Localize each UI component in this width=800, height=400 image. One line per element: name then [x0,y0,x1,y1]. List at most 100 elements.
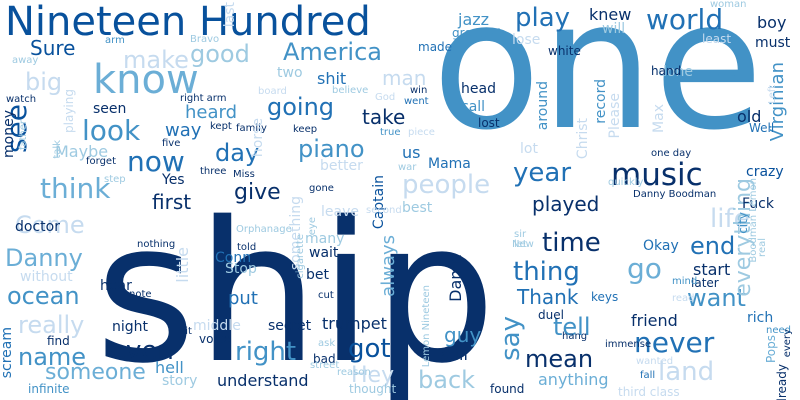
cloud-word: played [532,192,600,216]
cloud-word: street [310,360,340,371]
cloud-word: anything [538,370,609,389]
cloud-word: know [93,57,199,103]
cloud-word: Okay [643,238,679,254]
cloud-word: father [18,120,29,151]
cloud-word: America [283,38,382,66]
cloud-word: give [234,180,281,205]
cloud-word: year [513,158,572,188]
cloud-word: kept [210,121,232,132]
cloud-word: God [375,92,396,103]
cloud-word: tell [553,313,591,341]
cloud-word: story [162,373,198,389]
cloud-word: born [704,70,736,86]
cloud-word: people [402,170,491,200]
cloud-word: need [766,325,791,336]
cloud-word: Max [651,104,667,133]
cloud-word: Captain [371,175,387,230]
cloud-word: third class [618,385,680,399]
cloud-word: three [200,166,227,177]
cloud-word: gone [309,183,334,194]
cloud-word: woman [710,0,747,10]
cloud-word: eye [307,217,318,236]
cloud-word: look [82,114,141,147]
cloud-word: time [542,228,601,258]
cloud-word: family [236,123,267,134]
cloud-word: day [215,139,260,167]
cloud-word: trumpet [322,314,387,333]
cloud-word: go [627,252,662,285]
cloud-word: land [658,357,715,387]
cloud-word: say [496,316,526,361]
cloud-word: head [461,81,496,97]
cloud-word: read [672,293,695,304]
cloud-word: middle [193,318,241,334]
cloud-word: really [18,311,85,339]
cloud-word: us [402,143,421,162]
cloud-word: life [710,204,750,234]
cloud-word: best [402,200,433,216]
cloud-word: play [515,3,571,33]
cloud-word: big [25,68,63,96]
cloud-word: lose [512,32,541,48]
cloud-word: money [1,110,17,158]
cloud-word: let [514,239,527,250]
cloud-word: ask [318,338,336,349]
cloud-word: mean [525,345,594,373]
cloud-word: found [490,382,525,396]
cloud-word: understand [217,371,309,390]
cloud-word: back [418,366,476,394]
cloud-word: quickly [608,177,644,188]
cloud-word: good [190,40,250,68]
cloud-word: told [237,242,257,253]
cloud-word: already [775,364,789,400]
cloud-word: Bravo [190,34,220,45]
cloud-word: talk [52,140,63,159]
cloud-word: Come [15,211,85,239]
cloud-word: bet [306,267,329,283]
cloud-word: Yes [162,172,185,188]
cloud-word: little [173,247,192,283]
cloud-word: old [737,107,762,126]
cloud-word: true [380,127,401,138]
cloud-word: board [258,86,287,97]
cloud-word: take [362,105,406,129]
cloud-word: Hey [351,363,395,388]
cloud-word: will [602,21,626,37]
cloud-word: ship [95,180,497,400]
cloud-word: Boodman Lemon [748,178,759,263]
cloud-word: secret [268,318,312,334]
cloud-word: cigarette [295,234,306,279]
cloud-word: win [410,85,428,96]
cloud-word: note [129,289,152,300]
cloud-word: think [40,172,111,205]
cloud-word: playing [62,89,76,133]
cloud-word: duel [538,308,564,322]
cloud-word: Danny [5,244,83,272]
cloud-word: sir [514,229,527,240]
cloud-word: night [112,319,149,335]
cloud-word: believe [332,85,369,96]
cloud-word: around [535,81,551,131]
cloud-word: put [228,288,258,309]
cloud-word: five [162,138,181,149]
cloud-word: never [634,326,715,359]
cloud-word: ocean [7,282,80,310]
cloud-word: two [277,65,303,81]
cloud-word: later [691,276,719,290]
cloud-word: always [378,235,399,297]
cloud-word: New [512,239,534,250]
cloud-word: keys [591,290,619,304]
cloud-word: went [404,96,429,107]
cloud-word: hear [100,278,132,294]
cloud-word: Thank [517,285,579,309]
cloud-word: right [235,337,297,367]
cloud-word: hang [562,331,588,342]
cloud-word: away [12,55,39,66]
cloud-word: going [267,93,335,121]
cloud-word: Please [607,93,623,139]
cloud-word: without [20,269,73,285]
cloud-word: must [755,35,791,51]
cloud-word: horse [250,118,266,158]
cloud-word: still [440,345,468,364]
cloud-word: find [47,334,70,348]
